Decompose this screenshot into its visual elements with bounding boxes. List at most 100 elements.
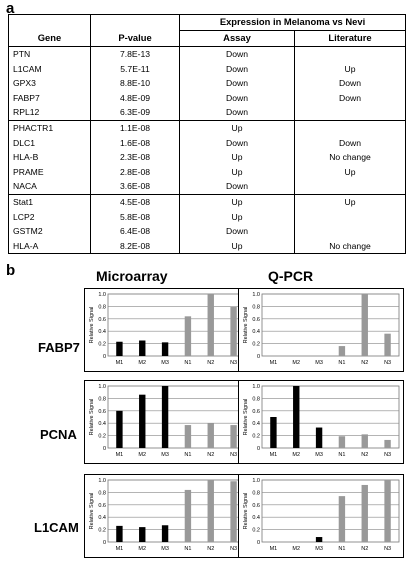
table-row: HLA-B 2.3E-08 Up No change: [8, 150, 406, 165]
y-axis-label: Relative Signal: [89, 399, 95, 436]
l1cam-qpcr-chart: 0 0.2 0.4 0.6 0.8 1.0 Relative Signal M1 M2 M3 N1 N…: [238, 474, 404, 558]
assay-cell: Down: [179, 179, 295, 195]
literature-cell: [294, 105, 406, 121]
x-tick-label: N2: [207, 452, 214, 458]
literature-cell: No change: [294, 150, 406, 165]
bar-n1: [184, 489, 192, 542]
table-row: GPX3 8.8E-10 Down Down: [8, 76, 406, 91]
table-row: FABP7 4.8E-09 Down Down: [8, 90, 406, 106]
literature-cell: [294, 224, 406, 239]
y-tick-label: 0.8: [252, 490, 260, 496]
y-tick-label: 0.2: [98, 528, 106, 534]
y-tick-label: 0.2: [252, 342, 260, 348]
pvalue-cell: 7.8E-13: [90, 46, 180, 62]
bar-n2: [207, 294, 214, 356]
bar-m3: [161, 342, 169, 356]
y-tick-label: 0.4: [252, 515, 260, 521]
assay-cell: Down: [179, 105, 295, 121]
assay-cell: Up: [179, 164, 295, 180]
pcna-microarray-chart: 0 0.2 0.4 0.6 0.8 1.0 Relative Signal M1 M2 M3 N1 N…: [84, 380, 250, 464]
x-tick-label: M2: [138, 452, 146, 458]
expression-group-header: Expression in Melanoma vs Nevi: [179, 14, 406, 31]
bar-n2: [361, 434, 368, 448]
assay-cell: Down: [179, 61, 295, 77]
x-tick-label: N1: [338, 546, 345, 552]
plot-area: [107, 479, 246, 543]
bar-n1: [338, 346, 346, 356]
assay-cell: Up: [179, 238, 295, 255]
bar-m3: [315, 427, 323, 448]
assay-cell: Down: [179, 76, 295, 91]
assay-cell: Up: [179, 209, 295, 225]
bar-m1: [116, 525, 123, 542]
pvalue-cell: 5.7E-11: [90, 61, 180, 77]
y-axis-label: Relative Signal: [243, 493, 249, 530]
y-axis-label: Relative Signal: [243, 399, 249, 436]
plot-area: [261, 385, 400, 449]
y-tick-label: 0.2: [252, 434, 260, 440]
literature-cell: Down: [294, 76, 406, 91]
pvalue-cell: 6.4E-08: [90, 224, 180, 239]
x-tick-label: N1: [184, 546, 191, 552]
literature-cell: Down: [294, 90, 406, 106]
y-tick-label: 0.6: [98, 503, 106, 509]
x-tick-label: M1: [270, 452, 278, 458]
gene-cell: PTN: [8, 46, 91, 62]
x-tick-label: N3: [230, 452, 237, 458]
table-row: PTN 7.8E-13 Down: [8, 46, 406, 62]
y-tick-label: 1.0: [252, 384, 260, 390]
x-tick-label: M2: [292, 452, 300, 458]
bar-m2: [293, 386, 300, 448]
y-tick-label: 0.8: [98, 396, 106, 402]
pvalue-cell: 6.3E-09: [90, 105, 180, 121]
x-tick-label: M3: [315, 452, 323, 458]
assay-cell: Up: [179, 119, 295, 136]
bar-m2: [139, 340, 146, 356]
x-tick-label: M3: [161, 360, 169, 366]
x-tick-label: N3: [384, 546, 391, 552]
gene-table: Expression in Melanoma vs Nevi Gene P-va…: [8, 14, 406, 255]
y-tick-label: 0.8: [252, 304, 260, 310]
x-tick-label: N2: [207, 360, 214, 366]
bar-m3: [161, 386, 169, 448]
bar-m1: [116, 410, 123, 448]
x-tick-label: N3: [230, 546, 237, 552]
y-tick-label: 0: [103, 354, 106, 360]
gene-cell: NACA: [8, 179, 91, 195]
y-tick-label: 0.2: [98, 342, 106, 348]
gene-header-spacer: [8, 14, 91, 31]
bar-m2: [139, 394, 146, 448]
pvalue-cell: 8.2E-08: [90, 238, 180, 255]
x-tick-label: N1: [184, 360, 191, 366]
l1cam-row-title: L1CAM: [34, 520, 79, 535]
gene-cell: FABP7: [8, 90, 91, 106]
x-tick-label: N2: [361, 546, 368, 552]
pvalue-cell: 1.1E-08: [90, 119, 180, 136]
fabp7-row-title: FABP7: [38, 340, 80, 355]
table-row: LCP2 5.8E-08 Up: [8, 209, 406, 225]
fabp7-microarray-chart: 0 0.2 0.4 0.6 0.8 1.0 Relative Signal M1 M2 M3 N1 N…: [84, 288, 250, 372]
gene-cell: PRAME: [8, 164, 91, 180]
x-tick-label: N1: [338, 452, 345, 458]
bar-n3: [384, 333, 391, 356]
y-tick-label: 0.4: [98, 421, 106, 427]
table-row: DLC1 1.6E-08 Down Down: [8, 135, 406, 151]
x-tick-label: M3: [161, 546, 169, 552]
x-tick-label: M3: [161, 452, 169, 458]
literature-cell: [294, 209, 406, 225]
table-row: PHACTR1 1.1E-08 Up: [8, 119, 406, 136]
pvalue-cell: 1.6E-08: [90, 135, 180, 151]
x-tick-label: M2: [292, 360, 300, 366]
x-tick-label: N1: [184, 452, 191, 458]
pvalue-cell: 4.8E-09: [90, 90, 180, 106]
y-tick-label: 0.6: [98, 317, 106, 323]
pcna-row-title: PCNA: [40, 427, 77, 442]
table-row: RPL12 6.3E-09 Down: [8, 105, 406, 121]
bar-n1: [184, 425, 192, 448]
y-tick-label: 1.0: [252, 292, 260, 298]
y-tick-label: 0.8: [252, 396, 260, 402]
y-tick-label: 0: [257, 446, 260, 452]
gene-cell: DLC1: [8, 135, 91, 151]
y-tick-label: 1.0: [252, 478, 260, 484]
assay-cell: Up: [179, 193, 295, 210]
